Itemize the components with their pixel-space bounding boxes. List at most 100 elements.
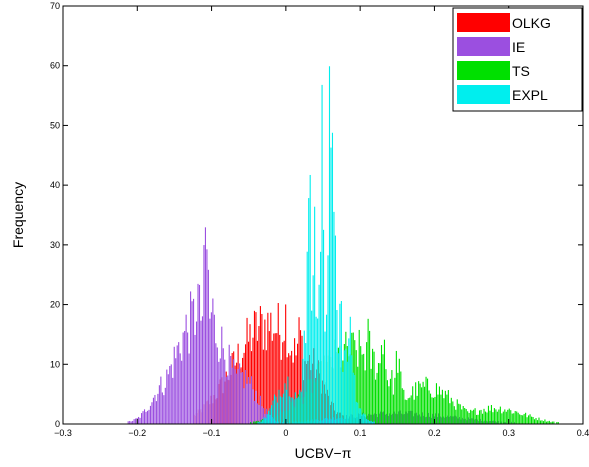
x-tick-label: 0.2: [428, 428, 441, 438]
histogram-bar: [370, 368, 372, 424]
histogram-bar: [457, 418, 459, 424]
histogram-bar: [330, 147, 332, 424]
histogram-bar: [367, 419, 369, 424]
histogram-bar: [348, 338, 350, 424]
histogram-bar: [236, 373, 238, 424]
histogram-bar: [312, 275, 314, 424]
histogram-bar: [308, 198, 310, 424]
histogram-bar: [282, 342, 284, 424]
histogram-bar: [471, 410, 473, 424]
histogram-bar: [319, 373, 321, 424]
histogram-bar: [347, 418, 349, 424]
histogram-bar: [366, 418, 368, 424]
histogram-bar: [258, 405, 260, 424]
histogram-bar: [360, 346, 362, 424]
histogram-bar: [505, 422, 507, 424]
histogram-bar: [340, 417, 342, 424]
histogram-bar: [465, 409, 467, 424]
histogram-bar: [303, 330, 305, 424]
histogram-bar: [398, 358, 400, 424]
histogram-bar: [306, 251, 308, 424]
histogram-bar: [351, 414, 354, 424]
histogram-bar: [399, 410, 401, 424]
histogram-bar: [525, 412, 527, 424]
histogram-bar: [285, 304, 287, 424]
histogram-bar: [288, 396, 290, 424]
histogram-bar: [203, 245, 205, 424]
histogram-bar: [299, 330, 302, 424]
histogram-bar: [264, 413, 266, 424]
histogram-bar: [482, 421, 484, 424]
histogram-bar: [308, 421, 310, 424]
histogram-bar: [397, 372, 399, 424]
histogram-bar: [417, 415, 419, 424]
histogram-bar: [488, 421, 490, 424]
histogram-bar: [268, 331, 270, 424]
histogram-bar: [487, 421, 489, 424]
histogram-bar: [372, 421, 374, 424]
series-expl: [257, 66, 375, 425]
histogram-bar: [416, 395, 418, 424]
y-tick-label: 20: [50, 300, 60, 310]
plot-frame: [62, 5, 584, 425]
histogram-bar: [253, 421, 255, 424]
histogram-bar: [497, 420, 499, 424]
histogram-bar: [207, 269, 209, 424]
histogram-bar: [282, 393, 284, 424]
histogram-bar: [301, 335, 303, 424]
histogram-bar: [467, 411, 469, 424]
histogram-bar: [331, 401, 333, 424]
histogram-bar: [473, 409, 475, 424]
histogram-bar: [341, 417, 343, 424]
histogram-bar: [456, 399, 458, 424]
histogram-bar: [166, 369, 168, 424]
histogram-bar: [228, 344, 230, 424]
histogram-bar: [398, 411, 400, 424]
histogram-bar: [249, 383, 251, 424]
histogram-bar: [355, 350, 357, 424]
histogram-bar: [328, 419, 330, 424]
histogram-bar: [451, 416, 453, 424]
histogram-bar: [291, 397, 293, 424]
histogram-bar: [383, 339, 386, 424]
histogram-bar: [413, 399, 415, 424]
histogram-bar: [323, 418, 325, 424]
histogram-bar: [557, 422, 559, 424]
histogram-bar: [476, 414, 478, 424]
histogram-bar: [360, 408, 362, 424]
histogram-bar: [370, 420, 372, 424]
histogram-bar: [273, 418, 275, 424]
histogram-bar: [334, 410, 336, 424]
histogram-bar: [548, 420, 550, 424]
histogram-bar: [368, 413, 370, 424]
x-tick-label: −0.3: [54, 428, 72, 438]
histogram-bar: [468, 412, 470, 424]
histogram-bar: [135, 418, 137, 424]
histogram-bar: [513, 413, 515, 424]
histogram-bar: [415, 382, 417, 424]
histogram-bar: [354, 375, 356, 424]
histogram-bar: [247, 377, 250, 424]
histogram-bar: [265, 408, 267, 424]
histogram-bar: [285, 389, 287, 424]
histogram-bar: [143, 409, 146, 424]
histogram-bar: [441, 389, 443, 424]
histogram-bar: [412, 386, 414, 424]
histogram-bar: [243, 388, 245, 424]
histogram-bar: [257, 422, 259, 424]
histogram-bar: [519, 414, 521, 424]
histogram-bar: [299, 421, 302, 424]
y-tick-label: 60: [50, 61, 60, 71]
histogram-bar: [317, 419, 319, 424]
histogram-bar: [305, 343, 307, 424]
histogram-bar: [496, 411, 498, 424]
histogram-bar: [459, 404, 461, 424]
histogram-bar: [127, 421, 129, 424]
histogram-bar: [293, 399, 295, 424]
histogram-bar: [490, 405, 492, 424]
histogram-bar: [349, 316, 351, 424]
histogram-bar: [164, 387, 166, 424]
histogram-bar: [286, 357, 288, 424]
histogram-bar: [529, 414, 531, 424]
histogram-bar: [230, 355, 232, 424]
